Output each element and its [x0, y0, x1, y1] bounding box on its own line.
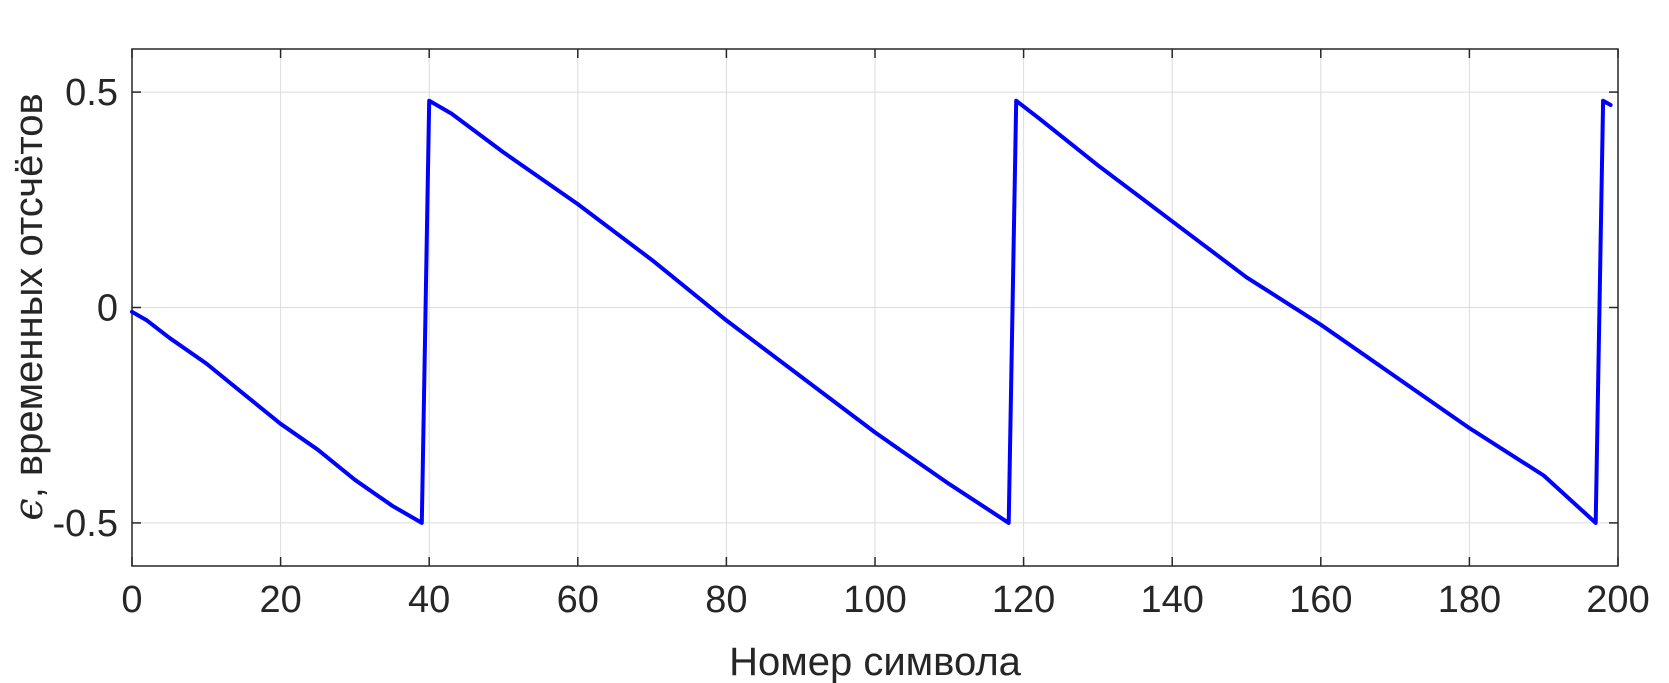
x-tick-label: 20 [259, 579, 301, 621]
y-axis-label-symbol: ϵ [6, 498, 52, 520]
x-tick-label: 140 [1140, 579, 1203, 621]
axis-ticks [131, 49, 1619, 566]
y-tick-labels: -0.5 0 0.5 [53, 72, 118, 545]
y-tick-label: 0.5 [65, 72, 118, 114]
x-axis-label: Номер символа [729, 640, 1022, 683]
y-axis-label-text: , временных отсчётов [7, 93, 51, 498]
y-tick-label: -0.5 [53, 503, 118, 545]
x-tick-label: 160 [1289, 579, 1352, 621]
x-tick-label: 180 [1438, 579, 1501, 621]
x-tick-label: 120 [992, 579, 1055, 621]
y-tick-label: 0 [97, 288, 118, 330]
x-tick-label: 80 [705, 579, 747, 621]
x-tick-label: 60 [557, 579, 599, 621]
series-group [130, 98, 1613, 525]
x-tick-label: 40 [408, 579, 450, 621]
x-tick-labels: 0 20 40 60 80 100 120 140 160 180 200 [121, 579, 1649, 621]
y-axis-label: ϵ, временных отсчётов [6, 93, 52, 520]
x-tick-label: 0 [121, 579, 142, 621]
x-tick-label: 200 [1586, 579, 1649, 621]
series-line [130, 98, 1613, 525]
x-tick-label: 100 [843, 579, 906, 621]
